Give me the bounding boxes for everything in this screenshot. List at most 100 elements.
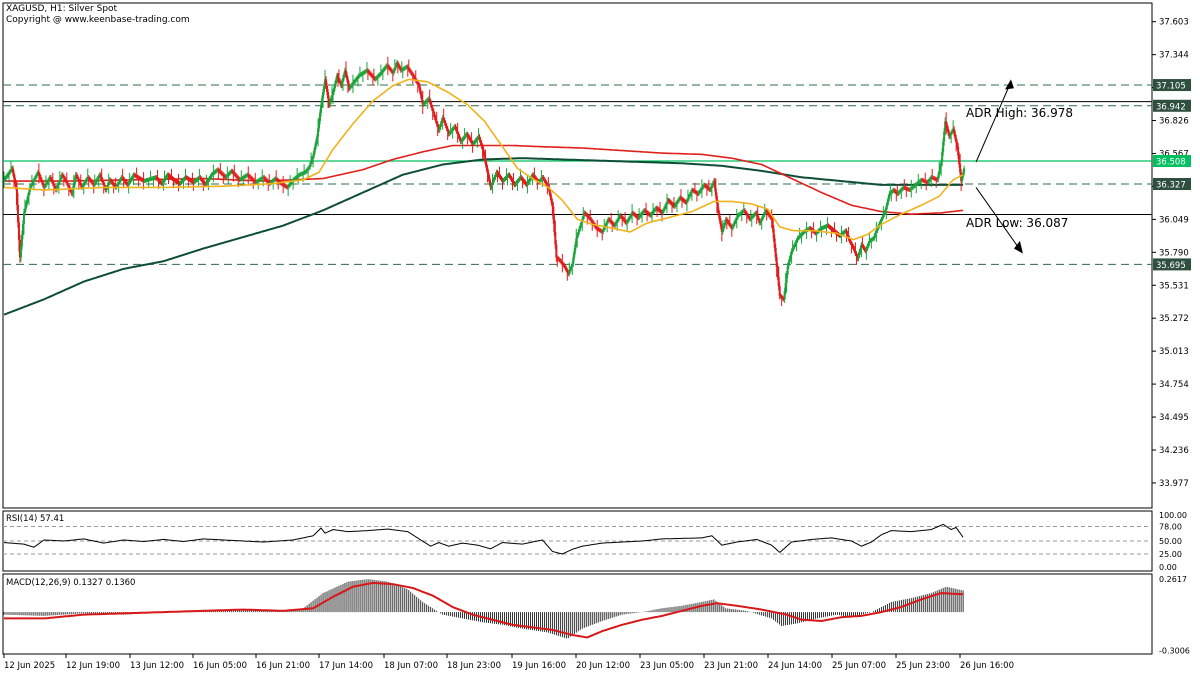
candle-body: [240, 178, 243, 180]
candle-body: [171, 178, 174, 180]
candle-body: [335, 79, 338, 84]
candle-body: [173, 179, 176, 181]
candle-body: [189, 179, 192, 181]
candle-body: [483, 154, 486, 159]
candle-body: [243, 176, 246, 178]
candle-body: [502, 180, 505, 182]
candle-body: [46, 180, 49, 183]
candle-body: [207, 179, 210, 182]
candle-body: [470, 140, 473, 143]
ma-slow-line: [3, 157, 964, 316]
candle-body: [927, 181, 930, 183]
candle-body: [237, 177, 240, 179]
candle-body: [119, 178, 122, 181]
candle-body: [832, 229, 835, 231]
candle-body: [115, 185, 118, 188]
candle-body: [868, 240, 871, 244]
candle-body: [66, 183, 69, 186]
candle-body: [695, 192, 698, 194]
candle-body: [109, 179, 112, 182]
candle-body: [688, 194, 691, 197]
candle-body: [944, 121, 947, 132]
candle-body: [874, 233, 877, 236]
candle-body: [620, 215, 623, 217]
adr-high-arrow: [975, 81, 1012, 163]
candle-body: [479, 139, 482, 143]
candle-body: [854, 251, 857, 254]
candle-body: [728, 223, 731, 226]
candle-body: [886, 202, 889, 207]
candle-body: [181, 180, 184, 182]
candle-body: [87, 177, 90, 179]
candle-body: [563, 265, 566, 267]
candle-body: [480, 142, 483, 147]
candle-body: [674, 203, 677, 206]
candle-body: [545, 182, 548, 185]
candle-body: [685, 200, 688, 203]
candle-body: [67, 185, 70, 188]
candle-body: [866, 245, 869, 249]
candle-body: [773, 238, 776, 248]
candle-body: [325, 79, 328, 86]
candle-body: [19, 246, 22, 258]
candle-body: [212, 173, 215, 175]
candle-body: [699, 189, 702, 191]
candle-body: [377, 75, 380, 77]
candle-body: [74, 174, 77, 180]
candle-body: [99, 174, 102, 178]
candle-body: [63, 177, 66, 180]
candle-body: [783, 291, 786, 300]
adr-high-label: ADR High: 36.978: [966, 106, 1074, 120]
candle-body: [719, 221, 722, 227]
candle-body: [514, 183, 517, 185]
candle-body: [659, 210, 662, 212]
candle-body: [769, 216, 772, 218]
candle-body: [316, 136, 319, 142]
candle-body: [239, 179, 242, 181]
candle-body: [779, 295, 782, 297]
candle-body: [431, 107, 434, 112]
candle-body: [490, 184, 493, 188]
candle-body: [131, 176, 134, 179]
candle-body: [827, 225, 830, 227]
candle-body: [15, 187, 18, 205]
candle-body: [873, 235, 876, 239]
candle-body: [43, 185, 46, 188]
candle-body: [506, 175, 509, 177]
candle-body: [233, 173, 236, 175]
candle-body: [439, 123, 442, 128]
candle-body: [609, 220, 612, 222]
candle-body: [919, 180, 922, 182]
candle-body: [833, 230, 836, 232]
candle-body: [308, 167, 311, 169]
candle-body: [911, 187, 914, 189]
candle-body: [9, 169, 12, 172]
candle-body: [304, 172, 307, 174]
candle-body: [449, 131, 452, 133]
candle-body: [568, 271, 571, 274]
rsi-tick-label: 0.00: [1159, 563, 1177, 572]
candle-body: [376, 76, 379, 78]
candle-body: [113, 184, 116, 187]
candle-body: [744, 211, 747, 214]
candle-body: [445, 125, 448, 129]
candle-body: [44, 184, 47, 186]
candle-body: [682, 200, 685, 202]
candle-body: [778, 286, 781, 296]
candle-body: [883, 212, 886, 215]
candle-body: [611, 222, 614, 224]
candle-body: [594, 225, 597, 227]
candle-body: [306, 169, 309, 171]
candle-body: [32, 179, 35, 182]
candle-body: [912, 186, 915, 188]
candle-body: [559, 260, 562, 262]
candle-body: [263, 177, 266, 179]
candle-body: [93, 183, 96, 185]
candle-body: [703, 184, 706, 186]
candle-body: [629, 216, 632, 218]
candle-body: [713, 181, 716, 189]
candle-body: [186, 177, 189, 179]
candle-body: [22, 212, 25, 225]
candle-body: [8, 171, 11, 173]
candle-body: [466, 134, 469, 136]
